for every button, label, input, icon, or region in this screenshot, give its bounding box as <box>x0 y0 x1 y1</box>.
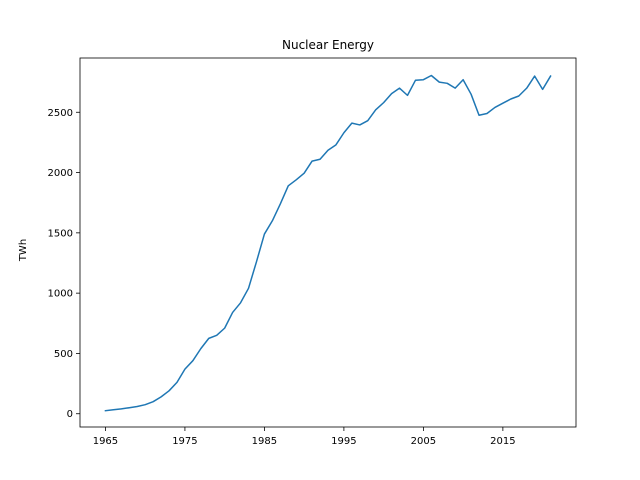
x-tick-label: 2005 <box>411 436 436 447</box>
plot-frame <box>79 57 577 428</box>
series-line <box>104 74 552 412</box>
x-tick-label: 1995 <box>331 436 356 447</box>
y-tick-label: 1500 <box>48 228 73 239</box>
y-axis-label: TWh <box>18 239 29 262</box>
y-tick-label: 0 <box>67 409 73 420</box>
chart-title: Nuclear Energy <box>282 38 374 52</box>
plot-area: 1965 1975 1985 1995 2005 2015 0 500 1000 1500 2000… <box>48 74 552 447</box>
x-tick-label: 2015 <box>490 436 515 447</box>
x-tick-label: 1965 <box>93 436 118 447</box>
y-tick-label: 500 <box>54 349 73 360</box>
y-tick-label: 2500 <box>48 108 73 119</box>
y-tick-label: 1000 <box>48 289 73 300</box>
x-tick-label: 1985 <box>252 436 277 447</box>
y-tick-label: 2000 <box>48 168 73 179</box>
x-tick-label: 1975 <box>172 436 197 447</box>
